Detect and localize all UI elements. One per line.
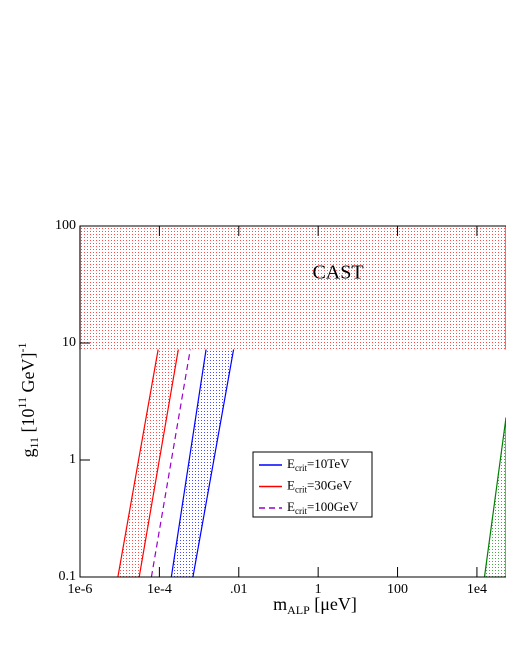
legend-part: E bbox=[287, 477, 295, 492]
band-edge bbox=[138, 349, 179, 578]
band-fill bbox=[80, 226, 506, 350]
line bbox=[170, 349, 207, 578]
label-part: g bbox=[18, 449, 38, 458]
x-tick-label: 1e-6 bbox=[68, 582, 93, 597]
y-tick-label: 10 bbox=[62, 335, 76, 350]
legend-sub: crit bbox=[295, 506, 307, 516]
band-fill bbox=[171, 349, 234, 577]
legend-part: E bbox=[287, 456, 295, 471]
band-fill bbox=[117, 349, 179, 577]
label-part: m bbox=[273, 594, 287, 614]
legend-part: =100GeV bbox=[307, 499, 359, 514]
x-axis-label: mALP [μeV] bbox=[273, 594, 357, 617]
legend-label: Ecrit=100GeV bbox=[287, 499, 359, 516]
line bbox=[483, 417, 506, 578]
label-part: GeV] bbox=[18, 352, 38, 396]
y-axis-label: g11 [1011 GeV]-1 bbox=[15, 342, 41, 457]
x-tick-label: 1 bbox=[315, 582, 322, 597]
x-tick-label: 100 bbox=[387, 582, 408, 597]
legend-label: Ecrit=30GeV bbox=[287, 477, 352, 494]
x-tick-label: 1e4 bbox=[467, 582, 487, 597]
label-sub: ALP bbox=[287, 603, 310, 617]
annotation: CAST bbox=[312, 262, 363, 284]
legend-part: =10TeV bbox=[307, 456, 350, 471]
legend-part: =30GeV bbox=[307, 477, 352, 492]
label-part: [μeV] bbox=[310, 594, 357, 614]
y-tick-label: 1 bbox=[69, 452, 76, 467]
y-tick-label: 0.1 bbox=[59, 569, 77, 584]
legend-sub: crit bbox=[295, 485, 307, 495]
legend-sub: crit bbox=[295, 463, 307, 473]
band-edge bbox=[192, 349, 235, 578]
legend-label: Ecrit=10TeV bbox=[287, 456, 350, 473]
y-tick-label: 100 bbox=[55, 218, 76, 233]
line bbox=[117, 349, 159, 578]
legend-box bbox=[252, 451, 373, 518]
line bbox=[150, 349, 191, 578]
label-sub: 11 bbox=[27, 437, 41, 449]
legend-part: E bbox=[287, 499, 295, 514]
label-part: [10 bbox=[18, 408, 38, 437]
plot-frame bbox=[79, 225, 506, 578]
label-sup: -1 bbox=[15, 342, 29, 352]
x-tick-label: 1e-4 bbox=[147, 582, 172, 597]
x-tick-label: .01 bbox=[230, 582, 248, 597]
label-sup: 11 bbox=[15, 397, 29, 409]
plot-area: 1e-6 1e-4 .01 1 100 1e4 0.1 1 10 100 bbox=[55, 218, 506, 597]
